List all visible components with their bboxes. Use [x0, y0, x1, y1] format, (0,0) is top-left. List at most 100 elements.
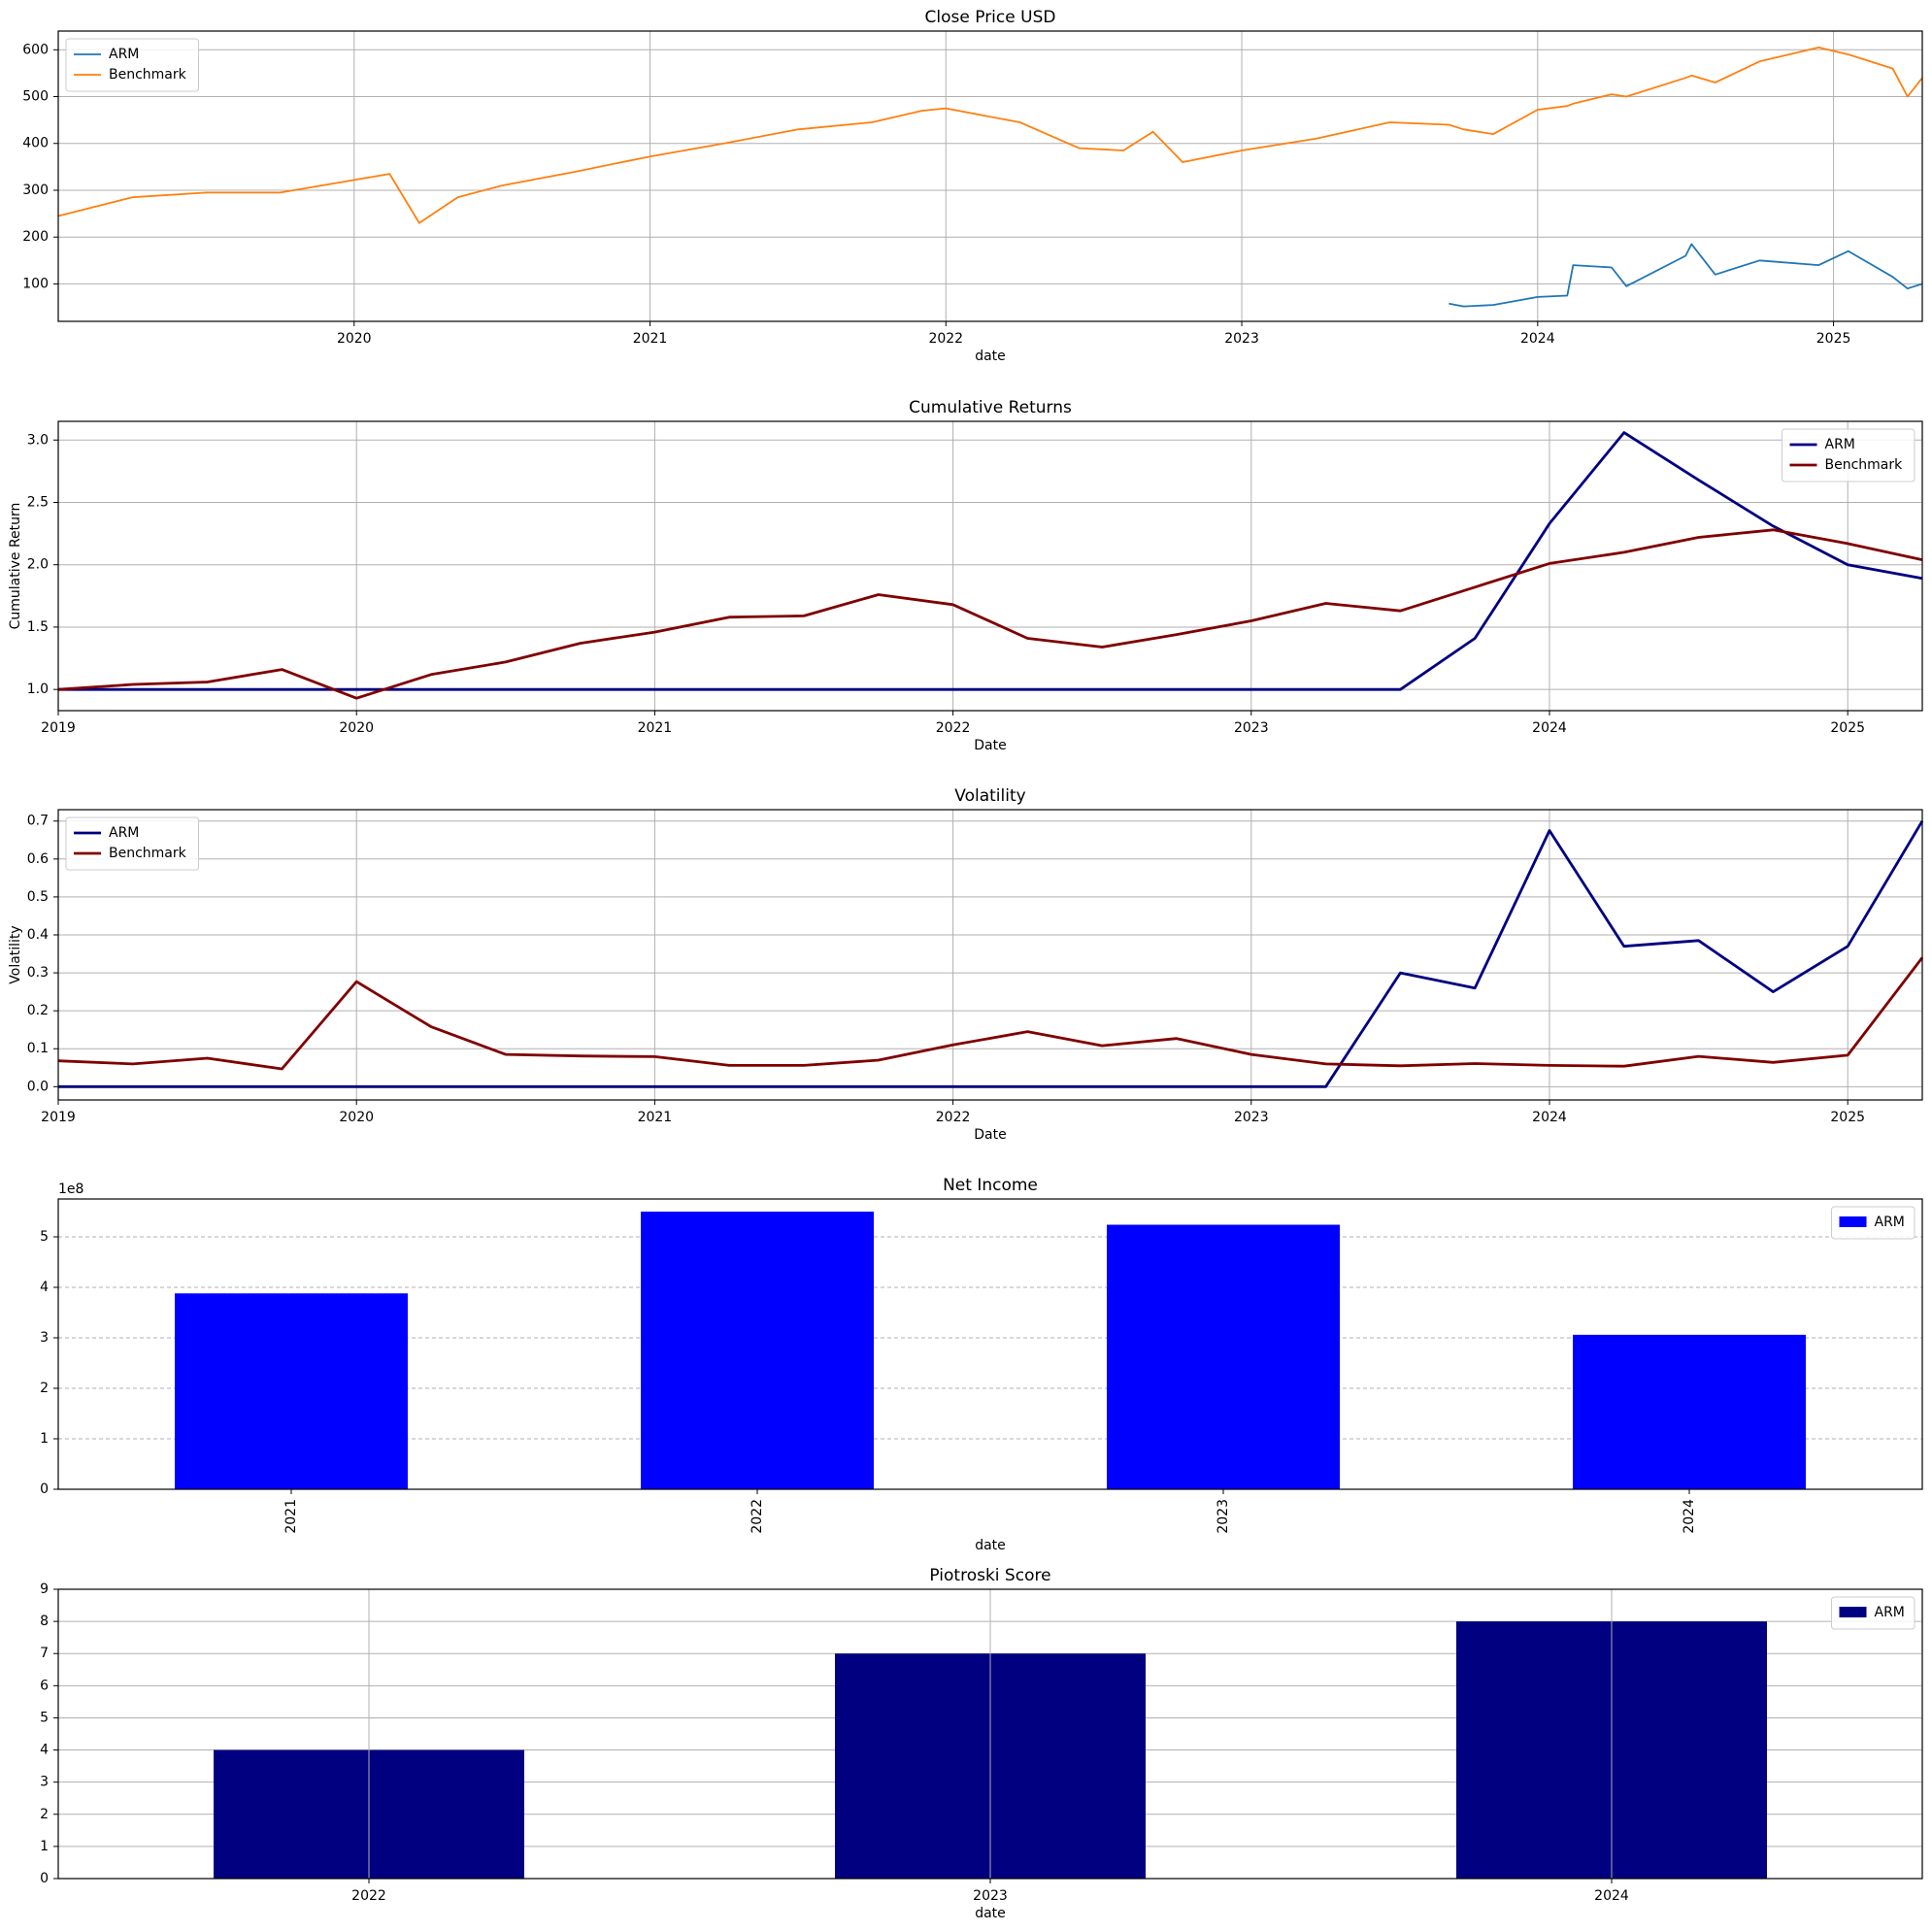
x-tick-label: 2025 [1830, 720, 1865, 736]
x-tick-label: 2020 [339, 1110, 374, 1125]
y-tick-label: 1 [40, 1839, 49, 1854]
y-tick-label: 0.5 [27, 889, 49, 905]
legend-box [65, 816, 199, 871]
x-tick-label: 2019 [41, 720, 76, 736]
legend-label: ARM [1825, 437, 1855, 452]
axes-frame [57, 1198, 1923, 1490]
chart-panel: Piotroski Score 0 1 2 3 4 5 6 7 8 9 date 2022 2023 202… [40, 1566, 1923, 1921]
chart-title: Cumulative Returns [909, 398, 1072, 417]
y-tick-label: 100 [22, 276, 49, 291]
x-tick-label: 2023 [973, 1888, 1008, 1904]
y-tick-label: 4 [40, 1743, 49, 1758]
bar [175, 1293, 408, 1489]
legend-label: Benchmark [109, 846, 187, 861]
series-line [58, 431, 1923, 691]
y-tick-label: 0.2 [27, 1003, 49, 1018]
y-tick-label: 5 [40, 1229, 49, 1245]
y-tick-label: 200 [22, 229, 49, 245]
legend-label: ARM [109, 47, 139, 62]
x-tick-label: 2024 [1532, 1110, 1567, 1125]
y-tick-label: 0.6 [27, 851, 49, 867]
x-tick-label: 2023 [1216, 1499, 1231, 1534]
x-tick-label: 2021 [638, 1110, 673, 1125]
y-tick-label: 0.4 [27, 927, 49, 943]
axis-offset-text: 1e8 [58, 1182, 83, 1197]
y-tick-label: 3 [40, 1775, 49, 1790]
chart-panel: Close Price USD 100 200 300 400 500 600 date 202… [22, 8, 1923, 364]
x-tick-label: 2025 [1816, 331, 1851, 347]
x-axis-label: date [975, 1538, 1006, 1553]
chart-panel: Cumulative Returns 1.0 1.5 2.0 2.5 3.0 Cumulat… [8, 398, 1923, 753]
x-tick-label: 2022 [936, 720, 971, 736]
bar [1107, 1224, 1340, 1489]
x-tick-label: 2024 [1682, 1499, 1697, 1534]
legend-box [1831, 1206, 1915, 1240]
x-tick-label: 2020 [339, 720, 374, 736]
y-tick-label: 0.1 [27, 1041, 49, 1056]
series-line [57, 956, 1924, 1071]
legend-box [1782, 428, 1915, 483]
y-tick-label: 0.0 [27, 1079, 49, 1094]
y-tick-label: 1.0 [27, 682, 49, 697]
y-tick-label: 2.5 [27, 494, 49, 510]
legend-label: Benchmark [109, 67, 187, 83]
y-tick-label: 300 [22, 183, 49, 198]
series-line [58, 819, 1924, 1088]
x-tick-label: 2023 [1234, 720, 1269, 736]
x-tick-label: 2025 [1830, 1110, 1865, 1125]
y-tick-label: 6 [40, 1678, 49, 1693]
y-tick-label: 1.5 [27, 619, 49, 635]
series-line [57, 528, 1923, 700]
y-tick-label: 8 [40, 1614, 49, 1629]
axes-frame [57, 30, 1923, 322]
x-axis-label: Date [974, 1127, 1006, 1143]
y-tick-label: 2.0 [27, 557, 49, 573]
bar [1573, 1334, 1806, 1489]
legend-box [1831, 1596, 1915, 1630]
y-tick-label: 3.0 [27, 432, 49, 448]
bar [641, 1212, 874, 1489]
chart-title: Volatility [954, 786, 1025, 806]
y-tick-label: 2 [40, 1381, 49, 1396]
x-axis-label: date [975, 349, 1006, 364]
x-tick-label: 2022 [928, 331, 963, 347]
x-axis-label: date [975, 1906, 1006, 1921]
x-tick-label: 2022 [351, 1888, 386, 1904]
y-tick-label: 1 [40, 1431, 49, 1447]
x-tick-label: 2024 [1532, 720, 1567, 736]
x-tick-label: 2023 [1234, 1110, 1269, 1125]
y-tick-label: 400 [22, 136, 49, 151]
chart-title: Piotroski Score [929, 1566, 1050, 1585]
legend-box [65, 38, 199, 92]
y-tick-label: 0.7 [27, 814, 49, 829]
x-tick-label: 2023 [1224, 331, 1259, 347]
y-tick-label: 3 [40, 1330, 49, 1346]
y-tick-label: 2 [40, 1807, 49, 1822]
series-line [1449, 243, 1923, 308]
x-tick-label: 2019 [41, 1110, 76, 1125]
legend-label: ARM [1875, 1215, 1905, 1230]
x-tick-label: 2024 [1520, 331, 1555, 347]
y-tick-label: 5 [40, 1710, 49, 1725]
x-tick-label: 2022 [936, 1110, 971, 1125]
axes-frame [57, 1588, 1923, 1880]
y-tick-label: 7 [40, 1646, 49, 1661]
y-tick-label: 0.3 [27, 965, 49, 981]
x-tick-label: 2021 [633, 331, 668, 347]
legend-label: ARM [109, 825, 139, 841]
x-tick-label: 2022 [749, 1499, 765, 1534]
x-axis-label: Date [974, 738, 1006, 753]
chart-title: Net Income [943, 1176, 1038, 1195]
chart-panel: Volatility 0.0 0.1 0.2 0.3 0.4 0.5 0.6 0.7 Volati… [8, 786, 1924, 1143]
legend-swatch [1839, 1607, 1867, 1617]
x-tick-label: 2020 [337, 331, 372, 347]
x-tick-label: 2024 [1594, 1888, 1629, 1904]
y-tick-label: 0 [40, 1871, 49, 1886]
y-axis-label: Cumulative Return [8, 503, 23, 630]
series-line [57, 47, 1923, 224]
axes-frame [57, 809, 1923, 1101]
y-tick-label: 9 [40, 1581, 49, 1597]
y-tick-label: 0 [40, 1482, 49, 1497]
y-tick-label: 500 [22, 89, 49, 105]
